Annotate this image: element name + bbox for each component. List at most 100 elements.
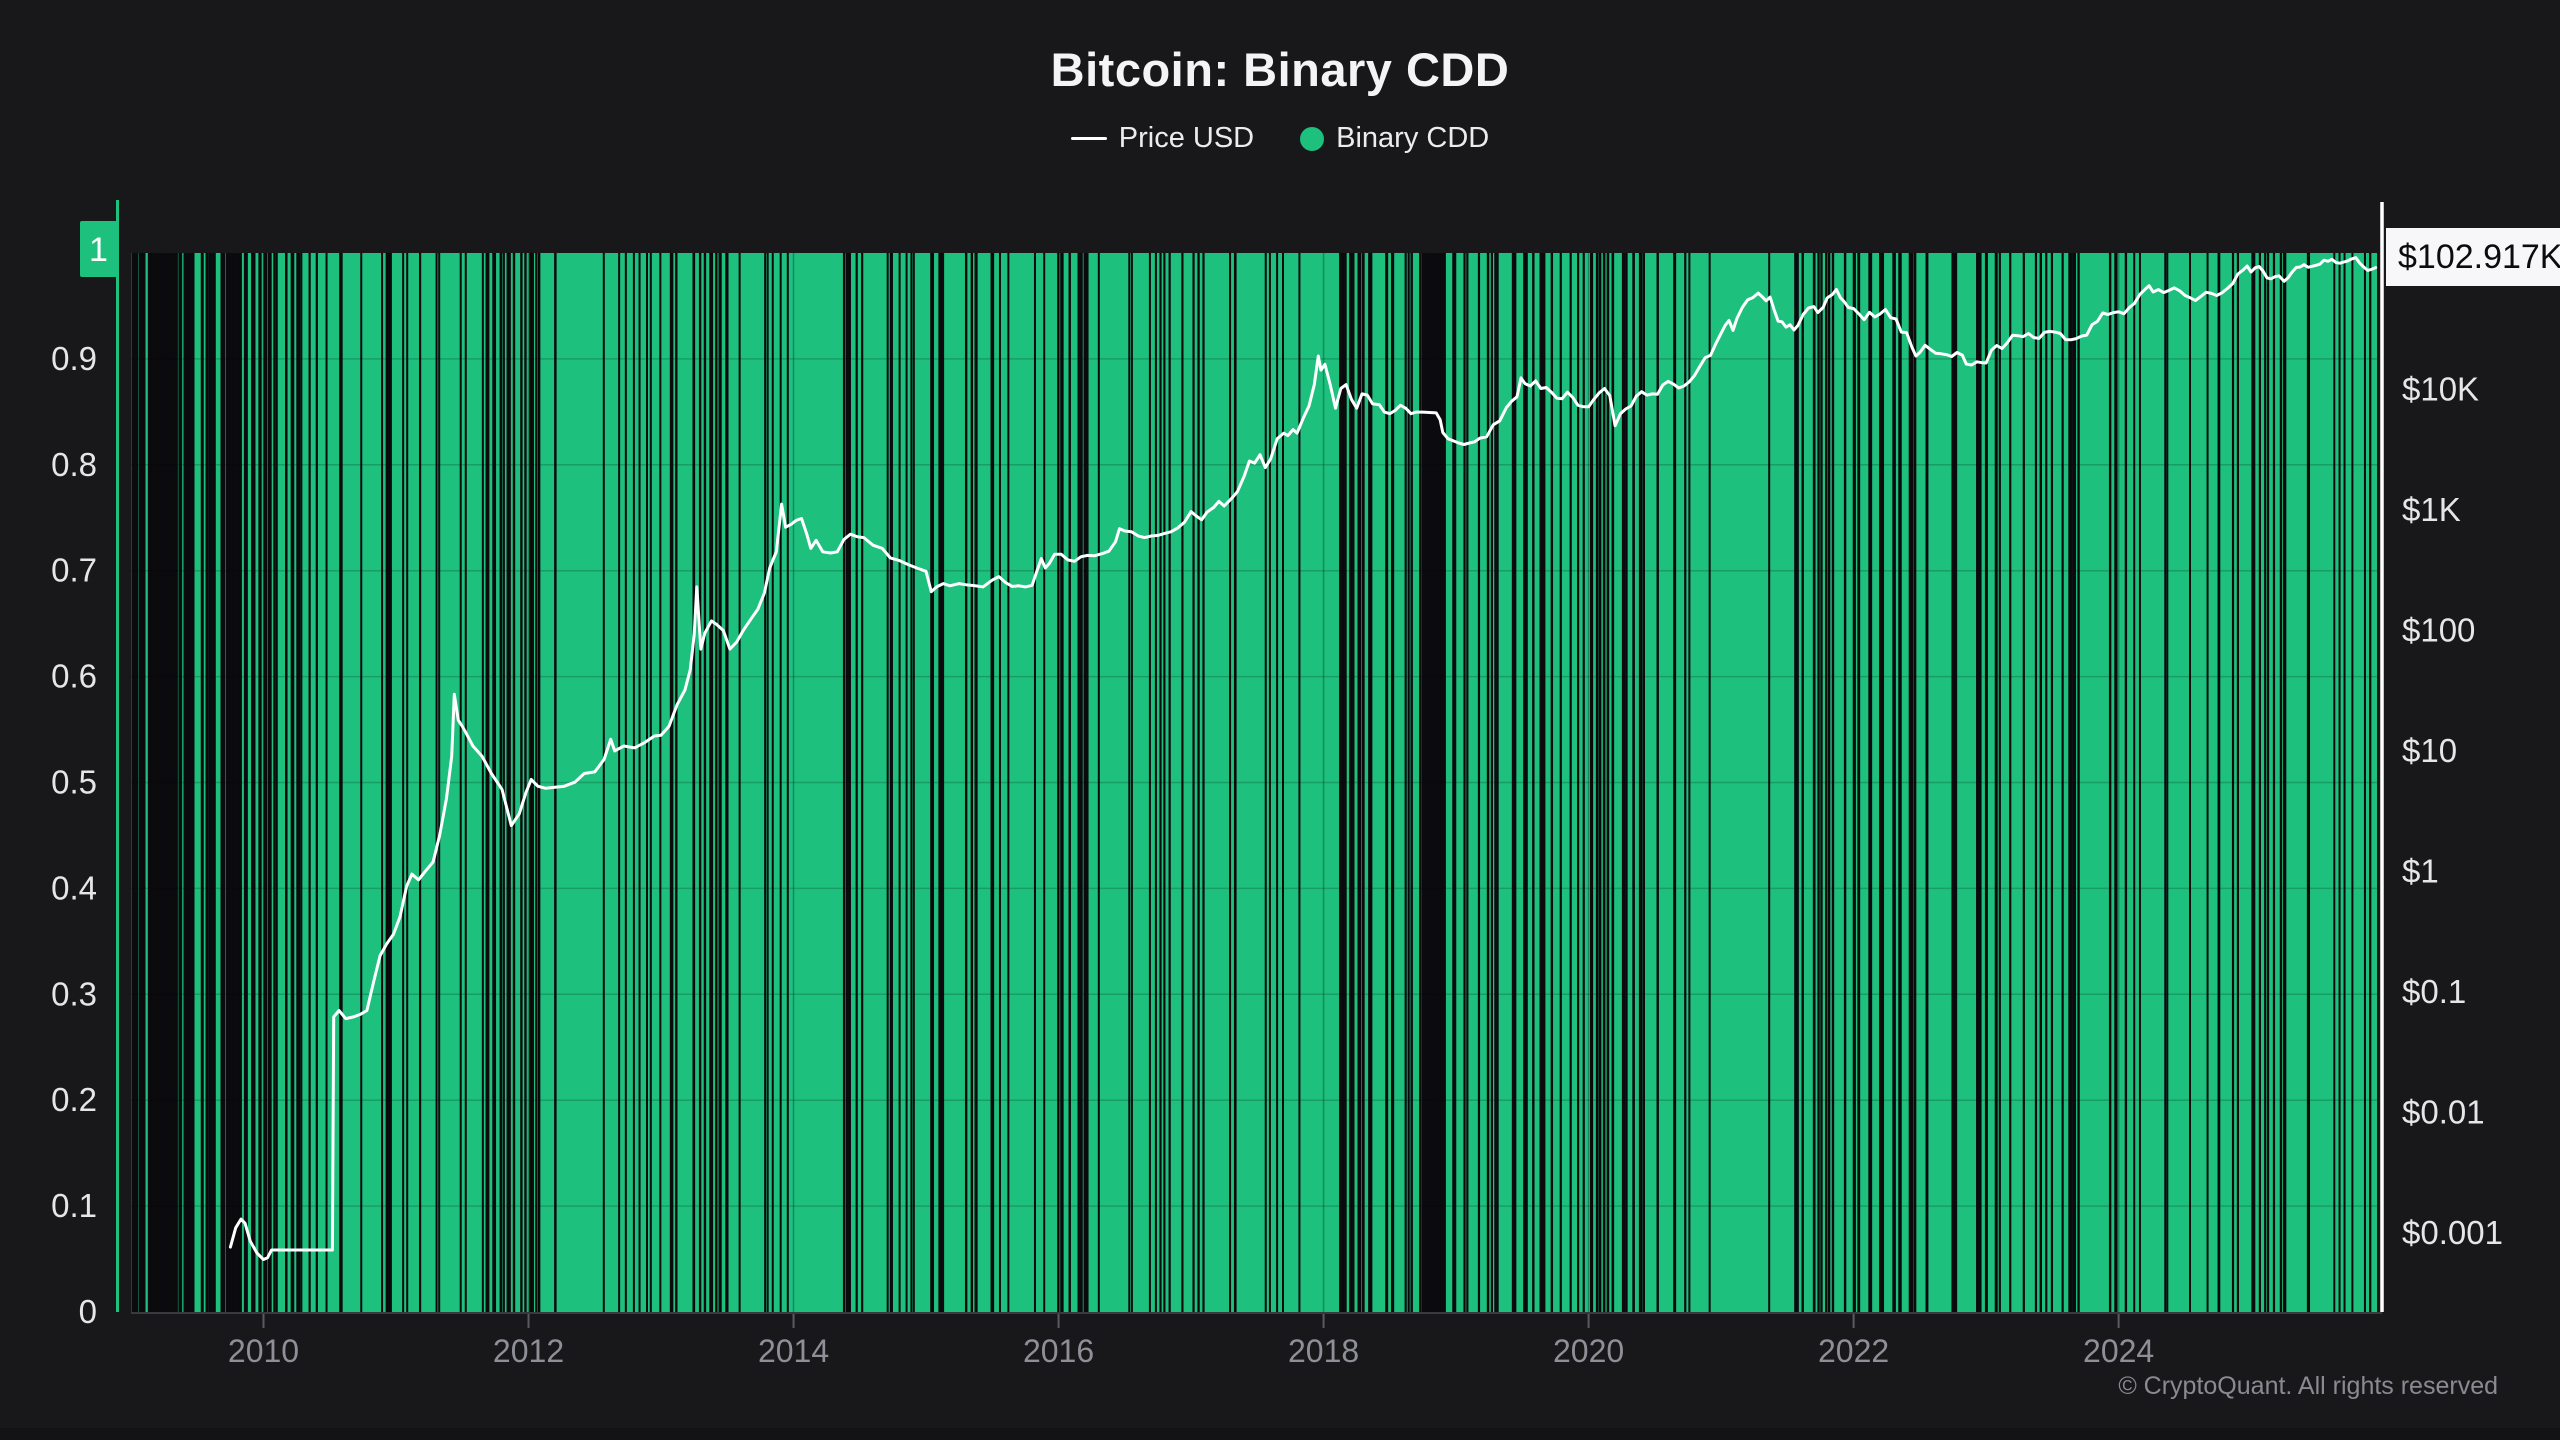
cdd-zero-stripe xyxy=(438,253,441,1312)
cdd-zero-stripe xyxy=(2258,253,2262,1312)
cdd-zero-stripe xyxy=(273,253,276,1312)
x-axis-year-label: 2018 xyxy=(1288,1333,1359,1369)
cdd-zero-stripe xyxy=(1430,253,1435,1312)
cdd-zero-stripe xyxy=(718,253,721,1312)
cdd-zero-stripe xyxy=(1899,253,1902,1312)
right-axis-tick-label: $100 xyxy=(2402,611,2475,648)
cdd-zero-stripe xyxy=(1852,253,1856,1312)
cdd-zero-stripe xyxy=(296,253,299,1312)
cdd-zero-stripe xyxy=(2034,253,2038,1312)
cdd-zero-stripe xyxy=(2108,253,2112,1312)
chart-title: Bitcoin: Binary CDD xyxy=(1050,43,1510,96)
cdd-zero-stripe xyxy=(855,253,858,1312)
cdd-zero-stripe xyxy=(1998,253,2001,1312)
left-axis-tick-label: 0.3 xyxy=(51,975,97,1012)
price-line-marker-icon xyxy=(1070,137,1107,140)
cdd-zero-stripe xyxy=(1684,253,1687,1312)
cdd-zero-stripe xyxy=(360,253,363,1312)
cdd-zero-stripe xyxy=(135,253,139,1312)
cdd-zero-stripe xyxy=(698,253,702,1312)
cdd-zero-stripe xyxy=(890,253,893,1312)
cdd-zero-stripe xyxy=(239,253,242,1312)
cdd-zero-stripe xyxy=(764,253,767,1312)
cdd-zero-stripe xyxy=(406,253,409,1312)
cdd-zero-stripe xyxy=(2363,253,2366,1312)
cdd-zero-stripe xyxy=(185,253,189,1312)
cdd-zero-stripe xyxy=(1892,253,1895,1312)
cdd-zero-stripe xyxy=(1163,253,1166,1312)
cdd-zero-stripe xyxy=(602,253,605,1312)
cdd-zero-stripe xyxy=(964,253,968,1312)
cdd-zero-stripe xyxy=(292,253,295,1312)
cdd-zero-stripe xyxy=(1043,253,1046,1312)
cdd-zero-stripe xyxy=(1827,253,1831,1312)
cdd-zero-stripe xyxy=(2061,253,2064,1312)
cdd-zero-stripe xyxy=(308,253,311,1312)
cdd-zero-stripe xyxy=(2266,253,2270,1312)
cdd-zero-stripe xyxy=(419,253,422,1312)
cdd-zero-stripe xyxy=(1357,253,1361,1312)
cdd-zero-stripe xyxy=(459,253,462,1312)
right-axis-tick-label: $1K xyxy=(2402,491,2461,528)
cdd-zero-stripe xyxy=(1361,253,1365,1312)
cdd-zero-stripe xyxy=(1351,253,1355,1312)
cdd-zero-stripe xyxy=(1487,253,1490,1312)
cdd-zero-stripe xyxy=(1801,253,1804,1312)
cdd-zero-stripe xyxy=(1582,253,1585,1312)
cdd-zero-stripe xyxy=(464,253,467,1312)
cdd-zero-stripe xyxy=(786,253,789,1312)
right-axis-tick-label: $10 xyxy=(2402,732,2457,769)
cdd-zero-stripe xyxy=(1428,253,1433,1312)
cdd-zero-stripe xyxy=(183,253,187,1312)
cdd-zero-stripe xyxy=(2338,253,2341,1312)
cdd-zero-stripe xyxy=(220,253,224,1312)
cdd-zero-stripe xyxy=(1910,253,1914,1312)
left-axis-tick-label: 0.9 xyxy=(51,340,97,377)
cdd-zero-stripe xyxy=(1490,253,1493,1312)
cdd-zero-stripe xyxy=(1407,253,1410,1312)
cdd-zero-stripe xyxy=(1452,253,1457,1312)
cdd-zero-stripe xyxy=(2282,253,2286,1312)
bottom-edge-bar xyxy=(0,1428,2560,1440)
cdd-zero-stripe xyxy=(646,253,649,1312)
legend-item-binary-cdd[interactable]: Binary CDD xyxy=(1300,122,1489,155)
cdd-zero-stripe xyxy=(225,253,229,1312)
cdd-zero-stripe xyxy=(2217,253,2220,1312)
cdd-zero-stripe xyxy=(339,253,342,1312)
x-axis-year-label: 2014 xyxy=(758,1333,829,1369)
cdd-zero-stripe xyxy=(1339,253,1343,1312)
cdd-zero-stripe xyxy=(992,253,995,1312)
cdd-zero-stripe xyxy=(1369,253,1373,1312)
left-axis-badge-label: 1 xyxy=(89,231,108,269)
cdd-zero-stripe xyxy=(537,253,541,1312)
cdd-zero-stripe xyxy=(1233,253,1236,1312)
cdd-zero-stripe xyxy=(1656,253,1659,1312)
cdd-zero-stripe xyxy=(269,253,272,1312)
cdd-zero-stripe xyxy=(1708,253,1711,1312)
cdd-zero-stripe xyxy=(1496,253,1499,1312)
cdd-zero-stripe xyxy=(267,253,271,1312)
left-axis-tick-label: 0.1 xyxy=(51,1187,97,1224)
cdd-zero-stripe xyxy=(886,253,889,1312)
cdd-zero-stripe xyxy=(2333,253,2336,1312)
cdd-zero-stripe xyxy=(1794,253,1797,1312)
cdd-zero-stripe xyxy=(1602,253,1606,1312)
cdd-zero-stripe xyxy=(1060,253,1063,1312)
right-axis-tick-label: $0.01 xyxy=(2402,1093,2485,1130)
cdd-zero-stripe xyxy=(1817,253,1820,1312)
cdd-zero-stripe xyxy=(1525,253,1528,1312)
binary-cdd-area[interactable] xyxy=(131,253,2377,1312)
legend-item-price-usd[interactable]: Price USD xyxy=(1070,122,1254,155)
cdd-zero-stripe xyxy=(1642,253,1645,1312)
cdd-zero-stripe xyxy=(2251,253,2254,1312)
left-axis-tick-label: 0 xyxy=(79,1293,97,1330)
cdd-zero-stripe xyxy=(235,253,239,1312)
right-axis-tick-label: $1 xyxy=(2402,852,2439,889)
cdd-zero-stripe xyxy=(1577,253,1580,1312)
cdd-zero-stripe xyxy=(1954,253,1958,1312)
cdd-zero-stripe xyxy=(1466,253,1469,1312)
cdd-zero-stripe xyxy=(237,253,241,1312)
left-axis-tick-label: 0.8 xyxy=(51,446,97,483)
cdd-zero-stripe xyxy=(1978,253,1982,1312)
